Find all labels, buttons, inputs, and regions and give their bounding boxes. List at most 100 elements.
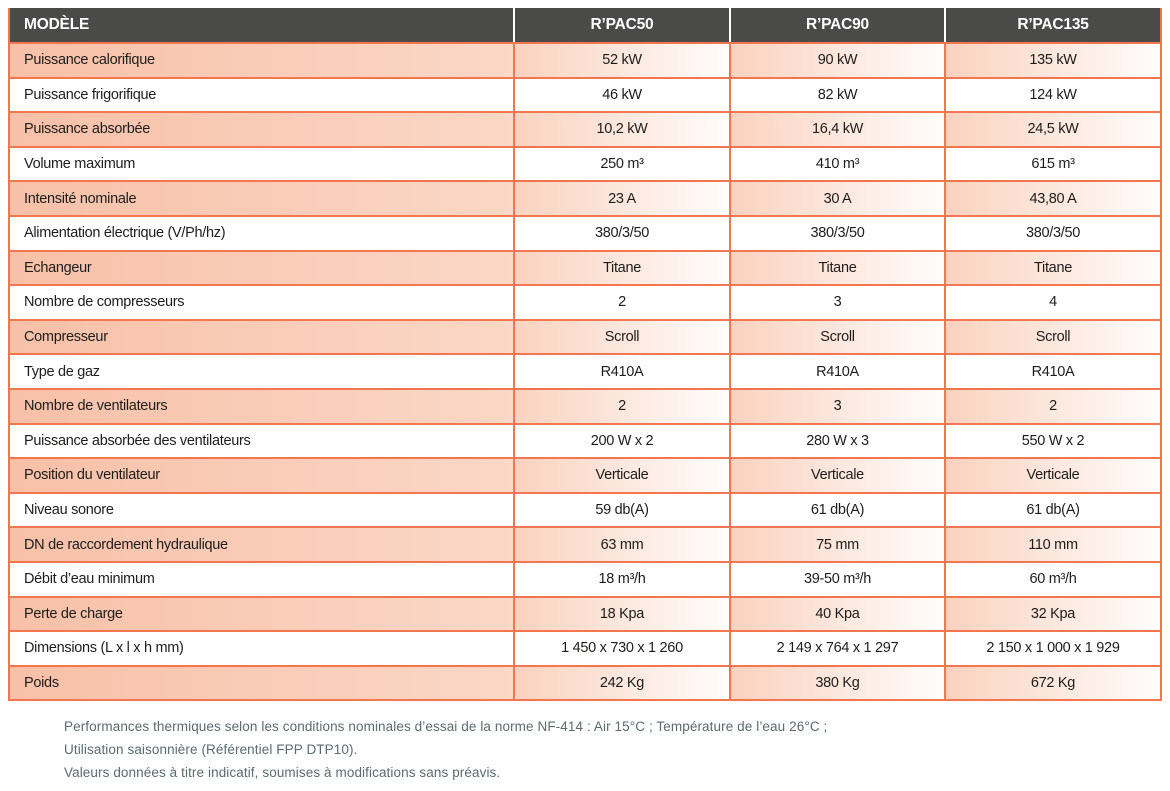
table-row: Puissance frigorifique 46 kW 82 kW 124 k… — [10, 78, 1160, 114]
row-label: Poids — [10, 666, 513, 700]
table-row: Type de gaz R410A R410A R410A — [10, 355, 1160, 390]
column-header: R’PAC135 — [944, 8, 1160, 42]
cell-value: Verticale — [513, 459, 729, 492]
cell-value: 18 m³/h — [513, 562, 729, 596]
row-label: Position du ventilateur — [10, 459, 513, 492]
table-row: Volume maximum 250 m³ 410 m³ 615 m³ — [10, 147, 1160, 183]
column-header: R’PAC50 — [513, 8, 729, 42]
cell-value: Titane — [944, 251, 1160, 285]
cell-value: R410A — [944, 355, 1160, 388]
cell-value: 242 Kg — [513, 666, 729, 700]
table-row: Nombre de compresseurs 2 3 4 — [10, 286, 1160, 321]
table-row: Compresseur Scroll Scroll Scroll — [10, 320, 1160, 356]
footnote-line: Valeurs données à titre indicatif, soumi… — [64, 765, 501, 781]
cell-value: 550 W x 2 — [944, 424, 1160, 458]
cell-value: 40 Kpa — [729, 597, 944, 631]
cell-value: 615 m³ — [944, 147, 1160, 181]
table-row: Débit d’eau minimum 18 m³/h 39-50 m³/h 6… — [10, 562, 1160, 598]
cell-value: 61 db(A) — [944, 493, 1160, 527]
table-row: DN de raccordement hydraulique 63 mm 75 … — [10, 528, 1160, 563]
row-label: Volume maximum — [24, 156, 136, 173]
row-label: Intensité nominale — [10, 182, 513, 215]
table-row: Position du ventilateur Verticale Vertic… — [10, 459, 1160, 494]
cell-value: 61 db(A) — [729, 493, 944, 527]
cell-value: 2 — [944, 389, 1160, 423]
cell-value: 2 — [513, 286, 729, 319]
cell-value: 82 kW — [729, 78, 944, 112]
cell-value: 23 A — [513, 182, 729, 215]
table-row: Alimentation électrique (V/Ph/hz) 380/3/… — [10, 216, 1160, 252]
cell-value: Scroll — [513, 320, 729, 354]
cell-value: 2 149 x 764 x 1 297 — [729, 632, 944, 665]
cell-value: 1 450 x 730 x 1 260 — [513, 632, 729, 665]
cell-value: 46 kW — [513, 78, 729, 112]
cell-value: Verticale — [729, 459, 944, 492]
table-row: Puissance absorbée des ventilateurs 200 … — [10, 424, 1160, 460]
table-row: Echangeur Titane Titane Titane — [10, 251, 1160, 287]
footnote-line: Utilisation saisonnière (Référentiel FPP… — [64, 742, 358, 758]
column-header: R’PAC90 — [729, 8, 944, 42]
cell-value: 672 Kg — [944, 666, 1160, 700]
cell-value: 200 W x 2 — [513, 424, 729, 458]
cell-value: 380/3/50 — [944, 216, 1160, 250]
row-label: Puissance frigorifique — [24, 86, 157, 103]
table-row: Niveau sonore 59 db(A) 61 db(A) 61 db(A) — [10, 493, 1160, 529]
cell-value: 4 — [944, 286, 1160, 319]
cell-value: 280 W x 3 — [729, 424, 944, 458]
spec-sheet: MODÈLE R’PAC50 R’PAC90 R’PAC135 Puissance … — [8, 8, 1162, 791]
cell-value: 135 kW — [944, 44, 1160, 77]
cell-value: 410 m³ — [729, 147, 944, 181]
row-label: Puissance absorbée des ventilateurs — [24, 432, 251, 449]
table-row: Nombre de ventilateurs 2 3 2 — [10, 389, 1160, 425]
row-label: Perte de charge — [10, 597, 513, 631]
row-label: Débit d’eau minimum — [24, 571, 155, 588]
row-label: Dimensions (L x l x h mm) — [24, 640, 184, 657]
cell-value: 250 m³ — [513, 147, 729, 181]
column-header-modele: MODÈLE — [24, 16, 90, 33]
cell-value: 3 — [729, 286, 944, 319]
cell-value: 32 Kpa — [944, 597, 1160, 631]
cell-value: 2 150 x 1 000 x 1 929 — [944, 632, 1160, 665]
cell-value: 43,80 A — [944, 182, 1160, 215]
table-body: Puissance calorifique 52 kW 90 kW 135 kW… — [10, 44, 1160, 702]
cell-value: 39-50 m³/h — [729, 562, 944, 596]
cell-value: Verticale — [944, 459, 1160, 492]
cell-value: 110 mm — [944, 528, 1160, 561]
row-label: DN de raccordement hydraulique — [10, 528, 513, 561]
cell-value: 30 A — [729, 182, 944, 215]
row-label: Niveau sonore — [24, 502, 114, 519]
row-label: Puissance absorbée — [10, 113, 513, 146]
cell-value: 75 mm — [729, 528, 944, 561]
table-row: Puissance absorbée 10,2 kW 16,4 kW 24,5 … — [10, 113, 1160, 148]
row-label: Compresseur — [10, 320, 513, 354]
table-row: Perte de charge 18 Kpa 40 Kpa 32 Kpa — [10, 597, 1160, 633]
cell-value: 24,5 kW — [944, 113, 1160, 146]
cell-value: Scroll — [944, 320, 1160, 354]
row-label: Nombre de compresseurs — [24, 294, 185, 311]
cell-value: 10,2 kW — [513, 113, 729, 146]
table-row: Puissance calorifique 52 kW 90 kW 135 kW — [10, 44, 1160, 79]
cell-value: 18 Kpa — [513, 597, 729, 631]
table-row: Poids 242 Kg 380 Kg 672 Kg — [10, 666, 1160, 702]
footnotes: Performances thermiques selon les condit… — [64, 715, 1162, 784]
cell-value: Titane — [513, 251, 729, 285]
cell-value: 2 — [513, 389, 729, 423]
table-row: Dimensions (L x l x h mm) 1 450 x 730 x … — [10, 632, 1160, 667]
cell-value: 60 m³/h — [944, 562, 1160, 596]
table-row: Intensité nominale 23 A 30 A 43,80 A — [10, 182, 1160, 217]
row-label: Nombre de ventilateurs — [10, 389, 513, 423]
cell-value: Scroll — [729, 320, 944, 354]
cell-value: Titane — [729, 251, 944, 285]
table-header-row: MODÈLE R’PAC50 R’PAC90 R’PAC135 — [10, 8, 1160, 44]
cell-value: 380/3/50 — [513, 216, 729, 250]
cell-value: R410A — [513, 355, 729, 388]
row-label: Echangeur — [10, 251, 513, 285]
cell-value: 90 kW — [729, 44, 944, 77]
cell-value: 52 kW — [513, 44, 729, 77]
cell-value: 59 db(A) — [513, 493, 729, 527]
cell-value: 124 kW — [944, 78, 1160, 112]
row-label: Alimentation électrique (V/Ph/hz) — [24, 225, 226, 242]
cell-value: 380 Kg — [729, 666, 944, 700]
row-label: Type de gaz — [24, 363, 100, 380]
cell-value: R410A — [729, 355, 944, 388]
